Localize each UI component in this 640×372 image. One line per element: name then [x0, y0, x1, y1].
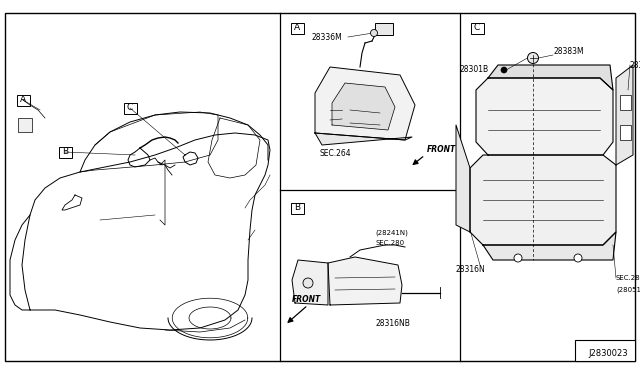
Bar — [620, 95, 631, 110]
Text: SEC.264: SEC.264 — [320, 148, 351, 157]
Circle shape — [501, 67, 507, 73]
Text: SEC.280: SEC.280 — [375, 240, 404, 246]
Circle shape — [514, 254, 522, 262]
Text: (28051): (28051) — [616, 287, 640, 293]
Polygon shape — [483, 232, 616, 260]
Bar — [470, 22, 483, 33]
Text: (28241N): (28241N) — [375, 230, 408, 236]
Polygon shape — [315, 133, 412, 145]
Polygon shape — [616, 65, 633, 165]
Bar — [18, 118, 32, 132]
Bar — [291, 202, 303, 214]
Bar — [620, 125, 631, 140]
Text: B: B — [62, 148, 68, 157]
Text: 28301B: 28301B — [460, 65, 489, 74]
Text: A: A — [20, 96, 26, 105]
Bar — [375, 23, 393, 35]
Text: B: B — [294, 203, 300, 212]
Polygon shape — [456, 125, 470, 232]
Circle shape — [303, 278, 313, 288]
Text: C: C — [474, 23, 480, 32]
Circle shape — [371, 29, 378, 36]
Polygon shape — [328, 257, 402, 305]
Bar — [291, 22, 303, 33]
Text: A: A — [294, 23, 300, 32]
Polygon shape — [315, 67, 415, 140]
Circle shape — [527, 52, 538, 64]
Text: FRONT: FRONT — [427, 145, 456, 154]
Text: 28316NA: 28316NA — [630, 61, 640, 70]
Text: 28316N: 28316N — [456, 266, 486, 275]
Text: J2830023: J2830023 — [588, 350, 628, 359]
Bar — [124, 103, 136, 113]
Polygon shape — [476, 78, 613, 155]
Circle shape — [574, 254, 582, 262]
Text: FRONT: FRONT — [292, 295, 321, 305]
Text: 28336M: 28336M — [312, 32, 343, 42]
Text: 28383M: 28383M — [553, 48, 584, 57]
Polygon shape — [332, 83, 395, 130]
Polygon shape — [470, 155, 616, 245]
Bar — [58, 147, 72, 157]
Bar — [17, 94, 29, 106]
Text: 28316NB: 28316NB — [375, 318, 410, 327]
Text: SEC.280: SEC.280 — [616, 275, 640, 281]
Bar — [575, 340, 635, 361]
Text: C: C — [127, 103, 133, 112]
Polygon shape — [292, 260, 328, 305]
Polygon shape — [488, 65, 613, 90]
